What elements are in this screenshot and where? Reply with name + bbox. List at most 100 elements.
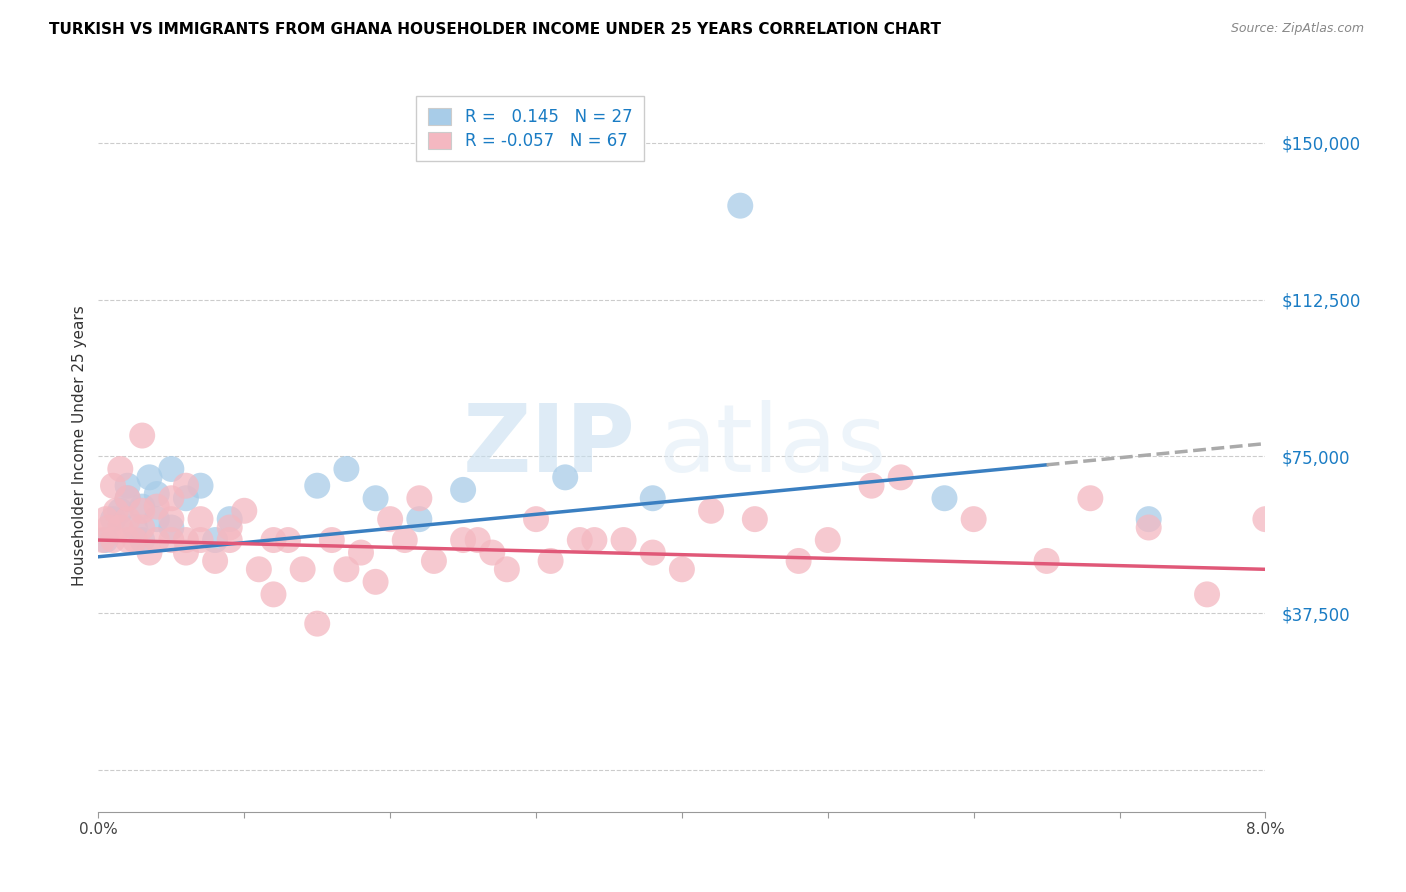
Point (190, 512, 212, 526)
Point (568, 533, 591, 547)
Point (1035, 554, 1057, 568)
Point (131, 500, 153, 514)
Point (554, 470, 576, 484)
Point (146, 487, 169, 501)
Point (641, 545, 664, 559)
Point (335, 462, 357, 476)
Legend: R =   0.145   N = 27, R = -0.057   N = 67: R = 0.145 N = 27, R = -0.057 N = 67 (416, 96, 644, 161)
Point (146, 533, 169, 547)
Point (540, 554, 562, 568)
Point (700, 504, 723, 518)
Text: atlas: atlas (658, 400, 887, 492)
Point (174, 545, 197, 559)
Point (934, 491, 956, 506)
Point (91, 533, 114, 547)
Point (1080, 491, 1102, 506)
Point (146, 500, 169, 514)
Point (117, 533, 139, 547)
Point (350, 545, 373, 559)
Point (641, 491, 664, 506)
Point (262, 587, 284, 601)
Point (467, 533, 489, 547)
Text: Source: ZipAtlas.com: Source: ZipAtlas.com (1230, 22, 1364, 36)
Point (817, 533, 839, 547)
Point (131, 520, 153, 534)
Point (138, 470, 160, 484)
Point (423, 554, 446, 568)
Point (860, 479, 883, 493)
Point (190, 533, 212, 547)
Point (380, 512, 402, 526)
Point (890, 470, 912, 484)
Point (307, 479, 329, 493)
Point (1137, 512, 1160, 526)
Point (744, 512, 766, 526)
Point (94, 533, 117, 547)
Point (364, 491, 387, 506)
Point (481, 545, 503, 559)
Point (131, 533, 153, 547)
Point (160, 520, 183, 534)
Point (451, 483, 474, 497)
Point (117, 512, 139, 526)
Point (1197, 587, 1219, 601)
Text: TURKISH VS IMMIGRANTS FROM GHANA HOUSEHOLDER INCOME UNDER 25 YEARS CORRELATION C: TURKISH VS IMMIGRANTS FROM GHANA HOUSEHO… (49, 22, 941, 37)
Point (138, 545, 160, 559)
Point (101, 512, 124, 526)
Point (174, 533, 197, 547)
Y-axis label: Householder Income Under 25 years: Householder Income Under 25 years (72, 306, 87, 586)
Point (204, 533, 226, 547)
Point (190, 479, 212, 493)
Point (1137, 520, 1160, 534)
Point (321, 533, 343, 547)
Point (117, 491, 139, 506)
Point (394, 533, 416, 547)
Point (335, 562, 357, 576)
Point (110, 504, 132, 518)
Text: ZIP: ZIP (463, 400, 636, 492)
Point (124, 533, 146, 547)
Point (408, 512, 430, 526)
Point (962, 512, 984, 526)
Point (277, 533, 299, 547)
Point (160, 491, 183, 506)
Point (218, 533, 240, 547)
Point (496, 562, 519, 576)
Point (583, 533, 606, 547)
Point (524, 512, 547, 526)
Point (671, 562, 693, 576)
Point (174, 491, 197, 506)
Point (124, 520, 146, 534)
Point (451, 533, 474, 547)
Point (291, 562, 314, 576)
Point (364, 574, 387, 589)
Point (97, 520, 120, 534)
Point (104, 504, 127, 518)
Point (160, 533, 183, 547)
Point (218, 520, 240, 534)
Point (247, 562, 270, 576)
Point (160, 462, 183, 476)
Point (612, 533, 634, 547)
Point (101, 479, 124, 493)
Point (94, 512, 117, 526)
Point (110, 462, 132, 476)
Point (307, 616, 329, 631)
Point (117, 479, 139, 493)
Point (117, 491, 139, 506)
Point (131, 428, 153, 442)
Point (233, 504, 256, 518)
Point (160, 512, 183, 526)
Point (131, 504, 153, 518)
Point (408, 491, 430, 506)
Point (787, 554, 810, 568)
Point (101, 533, 124, 547)
Point (730, 199, 752, 213)
Point (146, 512, 169, 526)
Point (204, 554, 226, 568)
Point (1254, 512, 1277, 526)
Point (174, 479, 197, 493)
Point (262, 533, 284, 547)
Point (218, 512, 240, 526)
Point (110, 520, 132, 534)
